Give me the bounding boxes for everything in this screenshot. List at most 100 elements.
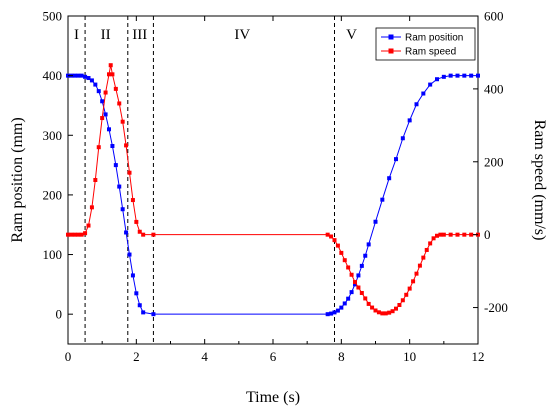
data-point bbox=[342, 301, 347, 306]
data-point bbox=[438, 232, 443, 237]
data-point bbox=[411, 279, 416, 284]
y2-tick-label: 600 bbox=[484, 9, 504, 24]
data-point bbox=[435, 77, 439, 82]
data-point bbox=[117, 101, 122, 106]
data-point bbox=[435, 233, 439, 238]
x-tick-label: 12 bbox=[472, 349, 485, 364]
data-point bbox=[397, 303, 402, 308]
data-point bbox=[137, 229, 142, 234]
data-point bbox=[130, 273, 135, 278]
data-point bbox=[448, 232, 453, 237]
data-point bbox=[342, 258, 347, 263]
x-tick-label: 4 bbox=[201, 349, 208, 364]
data-point bbox=[455, 232, 460, 237]
data-point bbox=[390, 309, 395, 314]
y-tick-label: 400 bbox=[43, 68, 63, 83]
data-point bbox=[127, 170, 132, 175]
y-axis-title: Ram position (mm) bbox=[9, 117, 26, 242]
data-point bbox=[476, 73, 480, 78]
data-point bbox=[431, 236, 436, 241]
data-point bbox=[335, 308, 340, 313]
y2-tick-label: -200 bbox=[484, 300, 508, 315]
y-tick-label: 500 bbox=[43, 9, 63, 24]
data-point bbox=[428, 241, 433, 246]
data-point bbox=[76, 232, 81, 237]
series-ram-position bbox=[66, 73, 480, 317]
data-point bbox=[346, 296, 351, 301]
data-point bbox=[151, 312, 156, 317]
data-point bbox=[387, 310, 392, 315]
data-point bbox=[394, 306, 398, 311]
phase-label: IV bbox=[234, 27, 250, 43]
data-point bbox=[100, 99, 105, 104]
data-point bbox=[346, 265, 351, 270]
data-point bbox=[359, 290, 364, 295]
data-point bbox=[469, 73, 474, 78]
axes-layer: 0 2 4 6 8 10 12 0 100 200 300 400 500 -200 0 200 400 600 bbox=[43, 9, 508, 365]
y-tick-label: 200 bbox=[43, 187, 63, 202]
data-point bbox=[428, 82, 433, 87]
phase-boundaries: I II III IV V bbox=[74, 16, 357, 344]
data-point bbox=[363, 253, 368, 258]
y2-tick-label: 200 bbox=[484, 154, 504, 169]
data-point bbox=[380, 197, 385, 202]
x-tick-label: 8 bbox=[338, 349, 345, 364]
data-point bbox=[421, 255, 426, 260]
data-point bbox=[407, 286, 412, 291]
data-point bbox=[332, 238, 337, 243]
data-point bbox=[462, 73, 467, 78]
data-point bbox=[110, 144, 115, 149]
data-point bbox=[83, 231, 88, 236]
data-point bbox=[462, 232, 467, 237]
data-point bbox=[107, 72, 111, 77]
data-point bbox=[356, 285, 361, 290]
data-point bbox=[414, 271, 419, 276]
x-axis-title: Time (s) bbox=[246, 389, 300, 406]
data-point bbox=[370, 305, 375, 310]
data-point bbox=[325, 312, 330, 317]
data-point bbox=[329, 234, 334, 239]
data-point bbox=[93, 178, 98, 182]
data-point bbox=[151, 232, 156, 237]
data-point bbox=[103, 90, 108, 95]
data-point bbox=[414, 102, 419, 107]
data-point bbox=[79, 73, 84, 78]
phase-label: III bbox=[132, 27, 147, 43]
y2-tick-label: 400 bbox=[484, 81, 504, 96]
data-point bbox=[108, 63, 113, 68]
data-point bbox=[349, 272, 354, 277]
data-point bbox=[329, 311, 334, 316]
data-point bbox=[134, 219, 139, 224]
data-point bbox=[441, 74, 446, 79]
data-point bbox=[66, 232, 70, 237]
data-point bbox=[130, 198, 135, 203]
data-point bbox=[400, 136, 405, 141]
data-point bbox=[376, 310, 381, 315]
phase-label: I bbox=[74, 27, 79, 43]
data-point bbox=[72, 232, 77, 237]
data-point bbox=[366, 242, 371, 247]
data-point bbox=[89, 78, 94, 83]
data-point bbox=[86, 76, 91, 81]
x-tick-label: 0 bbox=[65, 349, 72, 364]
legend-position-marker bbox=[388, 34, 394, 40]
series-ram-speed bbox=[66, 63, 480, 316]
phase-label: V bbox=[346, 27, 357, 43]
data-point bbox=[373, 308, 378, 313]
data-point bbox=[349, 290, 354, 295]
data-point bbox=[86, 223, 91, 228]
data-point bbox=[120, 207, 125, 212]
x-tick-label: 10 bbox=[403, 349, 416, 364]
data-point bbox=[404, 292, 409, 297]
y2-tick-label: 0 bbox=[484, 227, 491, 242]
data-point bbox=[469, 232, 474, 237]
data-point bbox=[113, 86, 118, 91]
data-point bbox=[124, 143, 129, 148]
data-point bbox=[373, 219, 378, 224]
data-point bbox=[141, 232, 146, 237]
series-line bbox=[68, 75, 478, 315]
data-point bbox=[353, 282, 357, 287]
data-point bbox=[417, 263, 422, 268]
data-point bbox=[339, 305, 344, 310]
data-point bbox=[124, 230, 129, 235]
